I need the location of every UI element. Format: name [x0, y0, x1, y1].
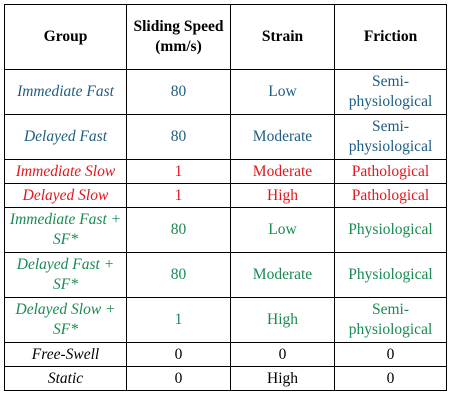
- header-strain: Strain: [230, 4, 335, 70]
- group-cell: Immediate Fast: [4, 69, 127, 115]
- table-row: Immediate Slow 1 Moderate Pathological: [4, 159, 447, 184]
- table-row: Static 0 High 0: [4, 366, 447, 391]
- group-cell: Free-Swell: [4, 342, 127, 367]
- strain-cell: Moderate: [230, 114, 335, 160]
- speed-cell: 1: [126, 159, 231, 184]
- friction-cell: Physiological: [334, 207, 447, 253]
- speed-cell: 80: [126, 252, 231, 298]
- friction-cell: Semi-physiological: [334, 69, 447, 115]
- table-row: Delayed Slow + SF* 1 High Semi-physiolog…: [4, 297, 447, 343]
- speed-cell: 80: [126, 69, 231, 115]
- header-sliding-speed: Sliding Speed (mm/s): [126, 4, 231, 70]
- group-cell: Static: [4, 366, 127, 391]
- table-row: Immediate Fast + SF* 80 Low Physiologica…: [4, 207, 447, 253]
- group-cell: Delayed Slow + SF*: [4, 297, 127, 343]
- group-cell: Delayed Slow: [4, 183, 127, 208]
- speed-cell: 1: [126, 183, 231, 208]
- table-row: Immediate Fast 80 Low Semi-physiological: [4, 69, 447, 115]
- friction-cell: 0: [334, 342, 447, 367]
- table-row: Delayed Slow 1 High Pathological: [4, 183, 447, 208]
- speed-cell: 80: [126, 114, 231, 160]
- comparison-table: Group Sliding Speed (mm/s) Strain Fricti…: [4, 4, 447, 391]
- strain-cell: Moderate: [230, 159, 335, 184]
- strain-cell: High: [230, 366, 335, 391]
- speed-cell: 0: [126, 366, 231, 391]
- table-row: Delayed Fast + SF* 80 Moderate Physiolog…: [4, 252, 447, 298]
- header-group: Group: [4, 4, 127, 70]
- strain-cell: 0: [230, 342, 335, 367]
- table-row: Delayed Fast 80 Moderate Semi-physiologi…: [4, 114, 447, 160]
- table-row: Free-Swell 0 0 0: [4, 342, 447, 367]
- strain-cell: High: [230, 297, 335, 343]
- friction-cell: Physiological: [334, 252, 447, 298]
- group-cell: Delayed Fast + SF*: [4, 252, 127, 298]
- strain-cell: Low: [230, 207, 335, 253]
- friction-cell: Semi-physiological: [334, 297, 447, 343]
- friction-cell: Pathological: [334, 159, 447, 184]
- speed-cell: 0: [126, 342, 231, 367]
- header-friction: Friction: [334, 4, 447, 70]
- group-cell: Immediate Slow: [4, 159, 127, 184]
- header-row: Group Sliding Speed (mm/s) Strain Fricti…: [4, 4, 447, 70]
- group-cell: Delayed Fast: [4, 114, 127, 160]
- speed-cell: 80: [126, 207, 231, 253]
- friction-cell: Semi-physiological: [334, 114, 447, 160]
- friction-cell: Pathological: [334, 183, 447, 208]
- speed-cell: 1: [126, 297, 231, 343]
- strain-cell: Moderate: [230, 252, 335, 298]
- friction-cell: 0: [334, 366, 447, 391]
- strain-cell: Low: [230, 69, 335, 115]
- group-cell: Immediate Fast + SF*: [4, 207, 127, 253]
- strain-cell: High: [230, 183, 335, 208]
